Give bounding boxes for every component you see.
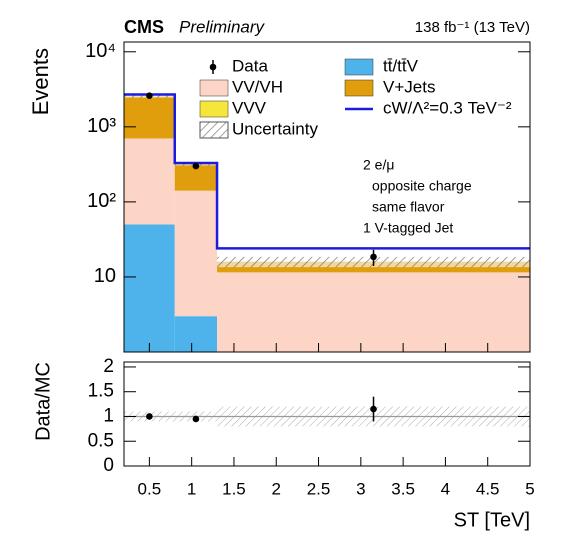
legend-marker [199,79,229,97]
status: Preliminary [179,17,266,36]
annotation: 2 e/μ [363,157,394,173]
x-tick-label: 4 [441,479,450,498]
x-tick-label: 5 [525,479,534,498]
legend-label: V+Jets [383,77,435,96]
data-point [370,253,377,261]
x-tick-label: 2.5 [307,479,331,498]
stack-segment [124,138,175,225]
y-tick-label: 10³ [87,115,116,137]
legend-marker [344,79,374,97]
legend-label: VV/VH [232,77,283,96]
experiment: CMS [124,17,164,37]
stack-segment [174,190,218,317]
annotation: same flavor [372,199,445,215]
annotation: opposite charge [372,178,472,194]
legend-label: cW/Λ²=0.3 TeV⁻² [383,98,512,117]
lumi: 138 fb⁻¹ (13 TeV) [415,19,530,36]
ratio-point [370,405,377,413]
data-point [192,162,200,170]
stack-segment [174,316,218,352]
y-tick-label: 2 [103,356,114,377]
x-tick-label: 2 [272,479,281,498]
legend-marker [344,58,374,76]
y-axis-label: Data/MC [32,362,54,441]
legend-marker [209,63,217,71]
x-tick-label: 0.5 [138,479,162,498]
y-tick-label: 10 [94,265,116,287]
y-tick-label: 10⁴ [85,40,116,62]
frame [123,361,531,467]
stack-segment [124,224,175,352]
legend-label: Data [232,56,268,75]
legend-label: VVV [232,98,267,117]
y-tick-label: 0.5 [88,430,114,451]
stack-segment [217,272,530,352]
stack-segment [124,96,175,139]
x-tick-label: 1.5 [222,479,246,498]
annotation: 1 V-tagged Jet [363,220,453,236]
y-tick-label: 10² [87,190,116,212]
legend-label: tt̄/tt̄V [383,56,419,75]
y-axis-label: Events [28,48,53,115]
ratio-point [146,413,153,420]
y-tick-label: 1 [103,405,114,426]
x-tick-label: 4.5 [476,479,500,498]
x-tick-label: 1 [187,479,196,498]
legend-marker [199,121,229,139]
data-point [146,92,153,99]
x-tick-label: 3 [356,479,365,498]
legend-label: Uncertainty [232,119,318,138]
legend-marker [199,100,229,118]
y-tick-label: 1.5 [88,381,114,402]
x-axis-label: ST [TeV] [454,509,530,531]
frame [123,41,531,353]
x-tick-label: 3.5 [391,479,415,498]
ratio-point [192,415,200,423]
y-tick-label: 0 [103,455,114,476]
